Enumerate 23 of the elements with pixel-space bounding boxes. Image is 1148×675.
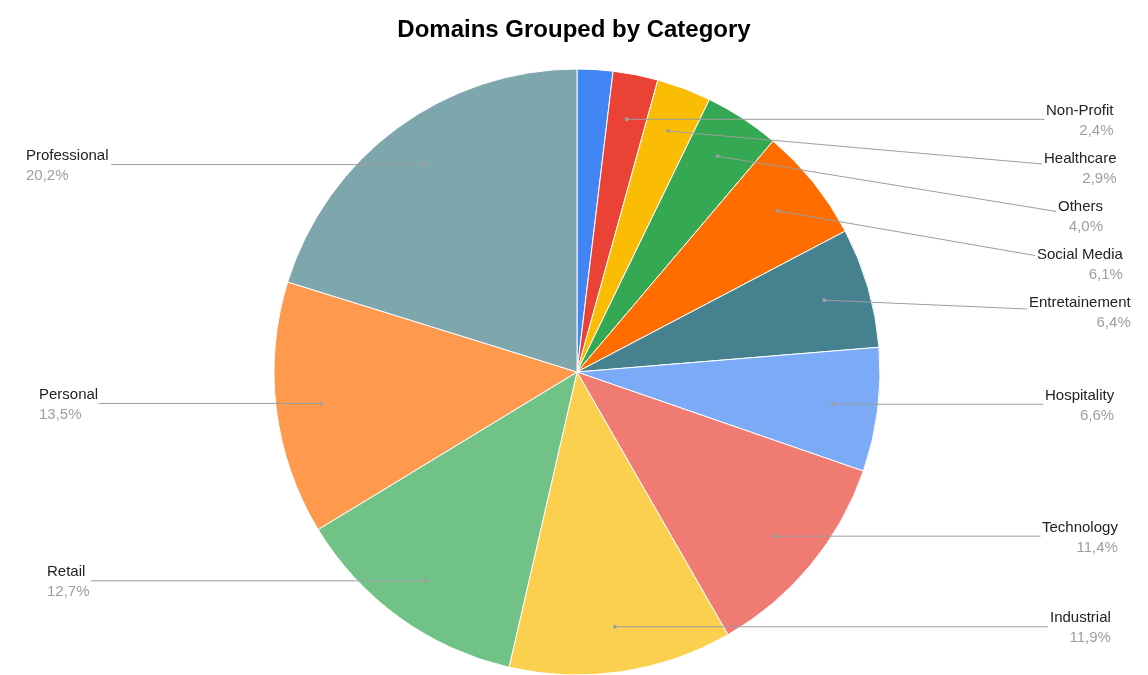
data-label: 6,6% xyxy=(1080,405,1115,423)
data-label: 6,4% xyxy=(1096,312,1131,330)
slice-label: Industrial xyxy=(1050,608,1111,625)
data-label: 2,9% xyxy=(1082,168,1117,186)
data-label: 12,7% xyxy=(47,581,90,599)
data-label: 4,0% xyxy=(1068,216,1104,234)
slice-label: Non-Profit xyxy=(1046,101,1115,118)
data-label: 20,2% xyxy=(26,165,69,183)
slice-label: Retail xyxy=(47,562,86,579)
slice-label: Hospitality xyxy=(1045,386,1115,403)
data-label: 13,5% xyxy=(39,404,82,422)
data-label: 11,9% xyxy=(1069,627,1111,645)
slice-label: Technology xyxy=(1042,518,1119,535)
data-label: 2,4% xyxy=(1079,120,1114,138)
slice-label: Social Media xyxy=(1037,245,1124,262)
slice-label: Others xyxy=(1058,197,1104,214)
data-label: 6,1% xyxy=(1088,264,1123,282)
chart-title: Domains Grouped by Category xyxy=(397,15,752,43)
slice-label: Entretainement xyxy=(1029,293,1132,310)
slice-label: Personal xyxy=(39,385,99,402)
slice-label: Healthcare xyxy=(1044,149,1117,166)
data-label: 11,4% xyxy=(1076,537,1118,555)
slice-label: Professional xyxy=(26,146,109,163)
